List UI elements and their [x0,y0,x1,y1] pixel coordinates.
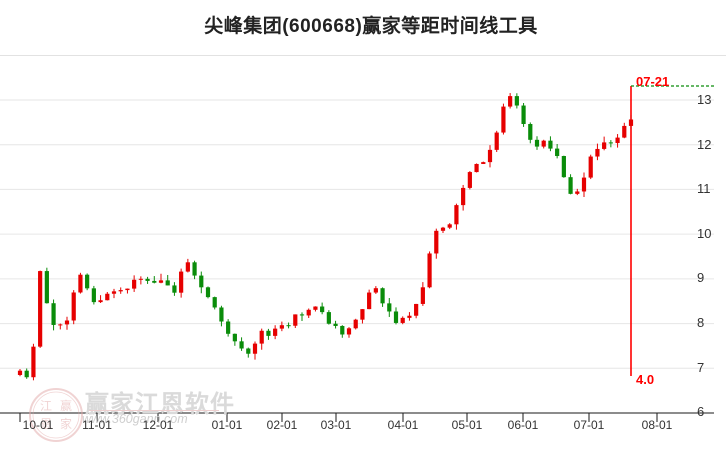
svg-text:家: 家 [60,416,72,431]
svg-text:赢: 赢 [60,398,72,413]
svg-text:江: 江 [40,399,52,413]
